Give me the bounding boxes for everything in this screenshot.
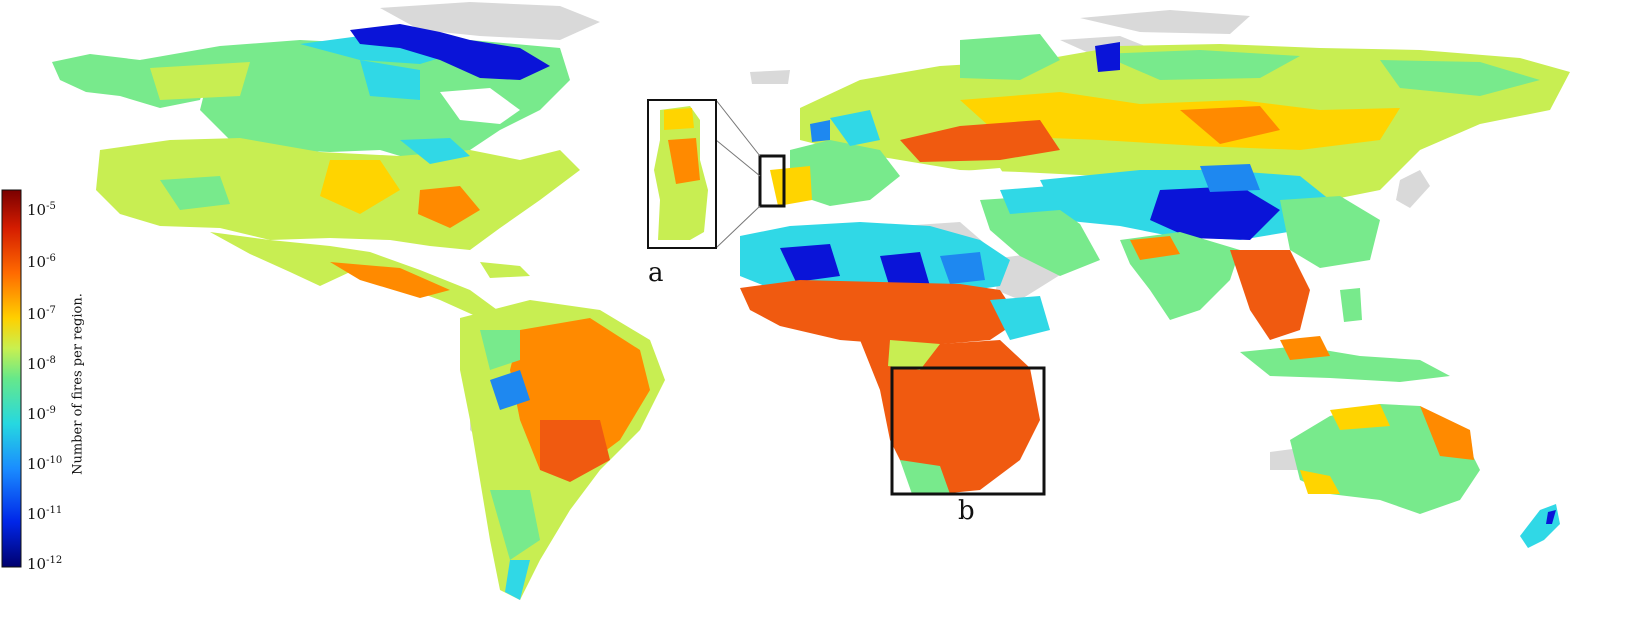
north-america-landmass <box>52 24 580 318</box>
western-europe-region <box>790 140 900 206</box>
colorbar <box>1 189 22 568</box>
colorbar-tick-1e-5: 10-5 <box>27 201 56 219</box>
inset-a-connector-bottom <box>715 205 761 249</box>
inset-a <box>647 99 786 249</box>
arctic-islands-region <box>350 24 550 80</box>
colorbar-label: Number of fires per region. <box>70 293 86 475</box>
colorbar-tick-1e-12: 10-12 <box>27 555 63 573</box>
inset-a-letter: a <box>648 258 664 288</box>
middle-east-region <box>980 196 1100 276</box>
black-sea <box>950 168 1010 190</box>
inset-b-letter: b <box>958 496 975 526</box>
china-east-region <box>1280 196 1380 268</box>
colorbar-tick-1e-9: 10-9 <box>27 405 56 423</box>
eurasia-landmass <box>770 34 1570 382</box>
mexico-central-america-region <box>210 232 500 318</box>
oceania-landmass <box>1290 404 1560 548</box>
africa-landmass <box>740 222 1050 494</box>
colorbar-tick-1e-11: 10-11 <box>27 505 63 523</box>
south-america-landmass <box>460 300 665 600</box>
inset-a-connector-mid <box>715 139 761 177</box>
sahel-region <box>740 280 1020 346</box>
tibet-region <box>1150 186 1280 240</box>
colorbar-tick-1e-8: 10-8 <box>27 355 56 373</box>
colorbar-tick-1e-7: 10-7 <box>27 305 56 323</box>
inset-a-source-box <box>758 154 786 208</box>
southeast-asia-region <box>1230 250 1310 340</box>
iberia-region <box>770 166 812 206</box>
inset-a-connector-top <box>715 99 761 157</box>
japan-region <box>1396 170 1430 208</box>
colorbar-tick-1e-10: 10-10 <box>27 455 63 473</box>
philippines-region <box>1340 288 1362 322</box>
colorbar-gradient <box>1 189 22 568</box>
central-africa-region <box>860 340 1040 494</box>
indonesia-region <box>1240 346 1450 382</box>
inset-b-frame <box>890 366 1046 496</box>
scandinavia-region <box>960 34 1060 80</box>
colorbar-tick-1e-6: 10-6 <box>27 253 56 271</box>
madagascar-region <box>998 404 1024 462</box>
